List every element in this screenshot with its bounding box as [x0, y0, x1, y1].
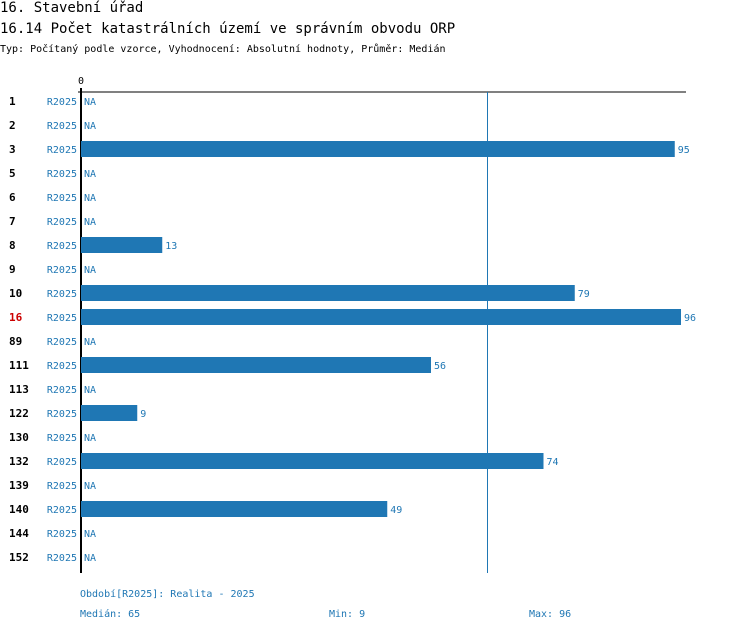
value-label-na: NA [84, 97, 96, 108]
footer-max: Max: 96 [529, 609, 572, 620]
row-category-label: 132 [9, 455, 29, 468]
x-tick-label: 0 [78, 76, 84, 87]
row-category-label: 1 [9, 95, 16, 108]
row-period-label: R2025 [47, 193, 77, 204]
value-label-na: NA [84, 385, 96, 396]
value-label: 49 [390, 505, 402, 516]
row-category-label: 152 [9, 551, 29, 564]
row-period-label: R2025 [47, 553, 77, 564]
bar [81, 141, 675, 157]
footer-period: Období[R2025]: Realita - 2025 [80, 589, 255, 600]
row-period-label: R2025 [47, 433, 77, 444]
value-label: 95 [678, 145, 690, 156]
row-category-label: 89 [9, 335, 22, 348]
row-period-label: R2025 [47, 385, 77, 396]
row-category-label: 130 [9, 431, 29, 444]
row-period-label: R2025 [47, 529, 77, 540]
value-label: 74 [547, 457, 559, 468]
row-category-label: 3 [9, 143, 16, 156]
row-period-label: R2025 [47, 97, 77, 108]
bar [81, 405, 138, 421]
row-period-label: R2025 [47, 361, 77, 372]
row-category-label: 140 [9, 503, 29, 516]
row-period-label: R2025 [47, 337, 77, 348]
row-period-label: R2025 [47, 313, 77, 324]
value-label: 96 [684, 313, 696, 324]
row-category-label: 144 [9, 527, 29, 540]
row-period-label: R2025 [47, 241, 77, 252]
row-category-label: 9 [9, 263, 16, 276]
bar [81, 309, 681, 325]
value-label-na: NA [84, 169, 96, 180]
row-period-label: R2025 [47, 481, 77, 492]
row-category-label: 7 [9, 215, 16, 228]
value-label-na: NA [84, 433, 96, 444]
row-period-label: R2025 [47, 265, 77, 276]
row-period-label: R2025 [47, 217, 77, 228]
row-category-label: 122 [9, 407, 29, 420]
row-period-label: R2025 [47, 169, 77, 180]
value-label-na: NA [84, 265, 96, 276]
row-category-label: 6 [9, 191, 16, 204]
value-label: 9 [140, 409, 146, 420]
row-period-label: R2025 [47, 121, 77, 132]
section-heading: 16. Stavební úřad [0, 0, 144, 16]
value-label-na: NA [84, 529, 96, 540]
row-period-label: R2025 [47, 409, 77, 420]
row-category-label: 111 [9, 359, 29, 372]
value-label-na: NA [84, 217, 96, 228]
value-label: 13 [165, 241, 177, 252]
bar [81, 237, 163, 253]
bar [81, 453, 544, 469]
row-category-label: 16 [9, 311, 23, 324]
row-period-label: R2025 [47, 289, 77, 300]
row-category-label: 10 [9, 287, 22, 300]
chart-title: 16.14 Počet katastrálních území ve správ… [0, 21, 456, 37]
row-category-label: 8 [9, 239, 16, 252]
footer-min: Min: 9 [329, 609, 366, 620]
chart-subtitle: Typ: Počítaný podle vzorce, Vyhodnocení:… [0, 44, 446, 55]
value-label-na: NA [84, 193, 96, 204]
value-label: 56 [434, 361, 446, 372]
row-period-label: R2025 [47, 457, 77, 468]
value-label-na: NA [84, 337, 96, 348]
value-label-na: NA [84, 481, 96, 492]
row-period-label: R2025 [47, 505, 77, 516]
row-category-label: 5 [9, 167, 16, 180]
bar [81, 501, 388, 517]
row-period-label: R2025 [47, 145, 77, 156]
footer-median: Medián: 65 [80, 609, 141, 620]
value-label-na: NA [84, 121, 96, 132]
row-category-label: 2 [9, 119, 16, 132]
value-label: 79 [578, 289, 590, 300]
row-category-label: 139 [9, 479, 29, 492]
value-label-na: NA [84, 553, 96, 564]
row-category-label: 113 [9, 383, 29, 396]
bar [81, 357, 431, 373]
bar [81, 285, 575, 301]
